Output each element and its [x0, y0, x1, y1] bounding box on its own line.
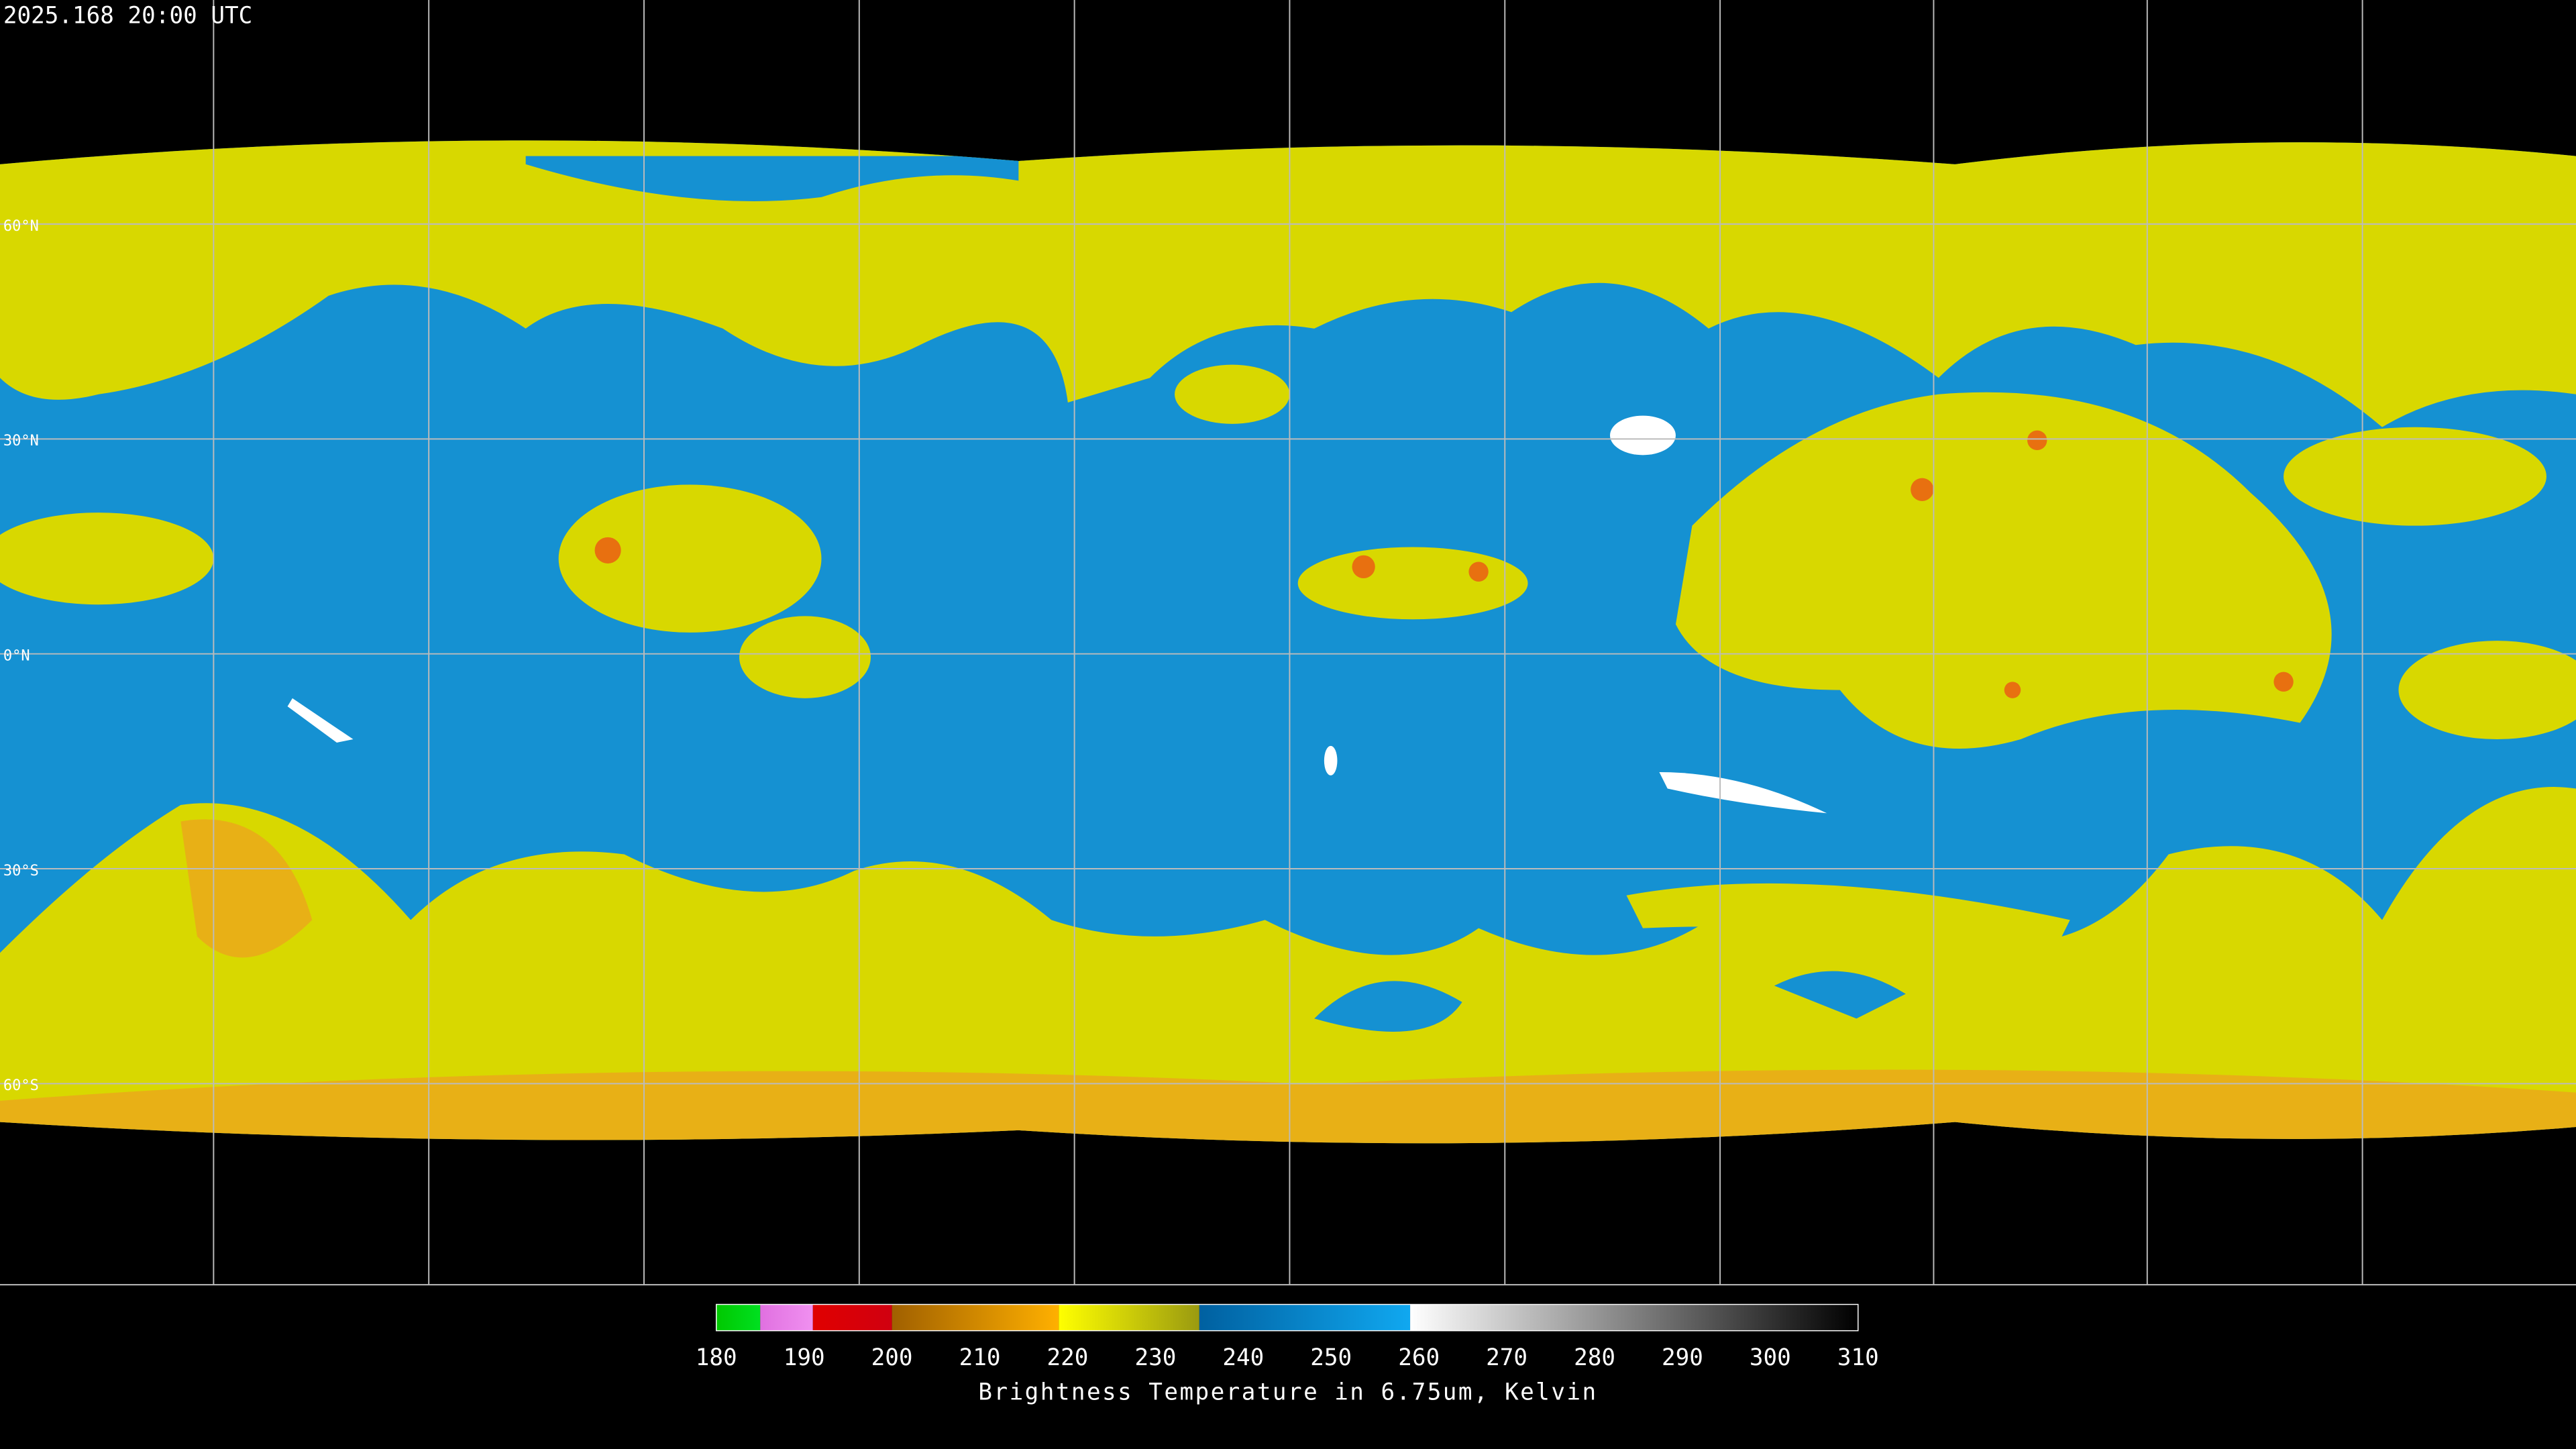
- convection: [1297, 547, 1528, 620]
- colorbar-tick-label: 220: [1047, 1344, 1089, 1371]
- convection: [0, 513, 214, 605]
- colorbar-segment: [1410, 1304, 1858, 1331]
- colorbar-label: Brightness Temperature in 6.75um, Kelvin: [978, 1379, 1597, 1406]
- colorbar-segment: [812, 1304, 892, 1331]
- colorbar-tick-label: 310: [1837, 1344, 1879, 1371]
- colorbar-segment: [892, 1304, 1059, 1331]
- dry-pocket: [1314, 971, 1906, 1032]
- colorbar-tick-label: 270: [1486, 1344, 1527, 1371]
- convection: [1175, 364, 1290, 424]
- colorbar-tick-label: 260: [1398, 1344, 1440, 1371]
- timestamp: 2025.168 20:00 UTC: [3, 2, 252, 29]
- colorbar-tick-label: 230: [1134, 1344, 1176, 1371]
- colorbar-segment: [760, 1304, 813, 1331]
- dry-pocket: [525, 156, 1019, 201]
- colorbar-tick-label: 280: [1574, 1344, 1615, 1371]
- warm-surface: [287, 415, 1827, 814]
- latitude-label: 0°N: [3, 647, 30, 664]
- graticule: [0, 0, 2576, 1286]
- colorbar-tick-label: 180: [696, 1344, 737, 1371]
- colorbar-segment: [1059, 1304, 1199, 1331]
- convection: [2398, 641, 2576, 740]
- colorbar-tick-label: 290: [1662, 1344, 1703, 1371]
- colorbar-tick-label: 190: [784, 1344, 825, 1371]
- colorbar-tick-label: 240: [1222, 1344, 1264, 1371]
- latitude-label: 60°N: [3, 218, 39, 235]
- convection: [739, 616, 871, 698]
- convection: [2284, 427, 2546, 526]
- colorbar-tick-label: 250: [1310, 1344, 1352, 1371]
- convection: [558, 484, 822, 633]
- colorbar-tick-label: 300: [1750, 1344, 1791, 1371]
- latitude-label: 30°N: [3, 433, 39, 449]
- imagery: [0, 140, 2576, 1144]
- colorbar-tick-label: 200: [871, 1344, 913, 1371]
- latitude-label: 30°S: [3, 863, 39, 879]
- colorbar-segment: [1199, 1304, 1411, 1331]
- colorbar-frame: [716, 1303, 1859, 1332]
- moist-band: [1626, 883, 2070, 953]
- colorbar-tick-label: 210: [959, 1344, 1001, 1371]
- colorbar-segment: [716, 1304, 761, 1331]
- latitude-label: 60°S: [3, 1077, 39, 1094]
- deep-convection: [594, 430, 2294, 698]
- monsoon: [1675, 392, 2332, 749]
